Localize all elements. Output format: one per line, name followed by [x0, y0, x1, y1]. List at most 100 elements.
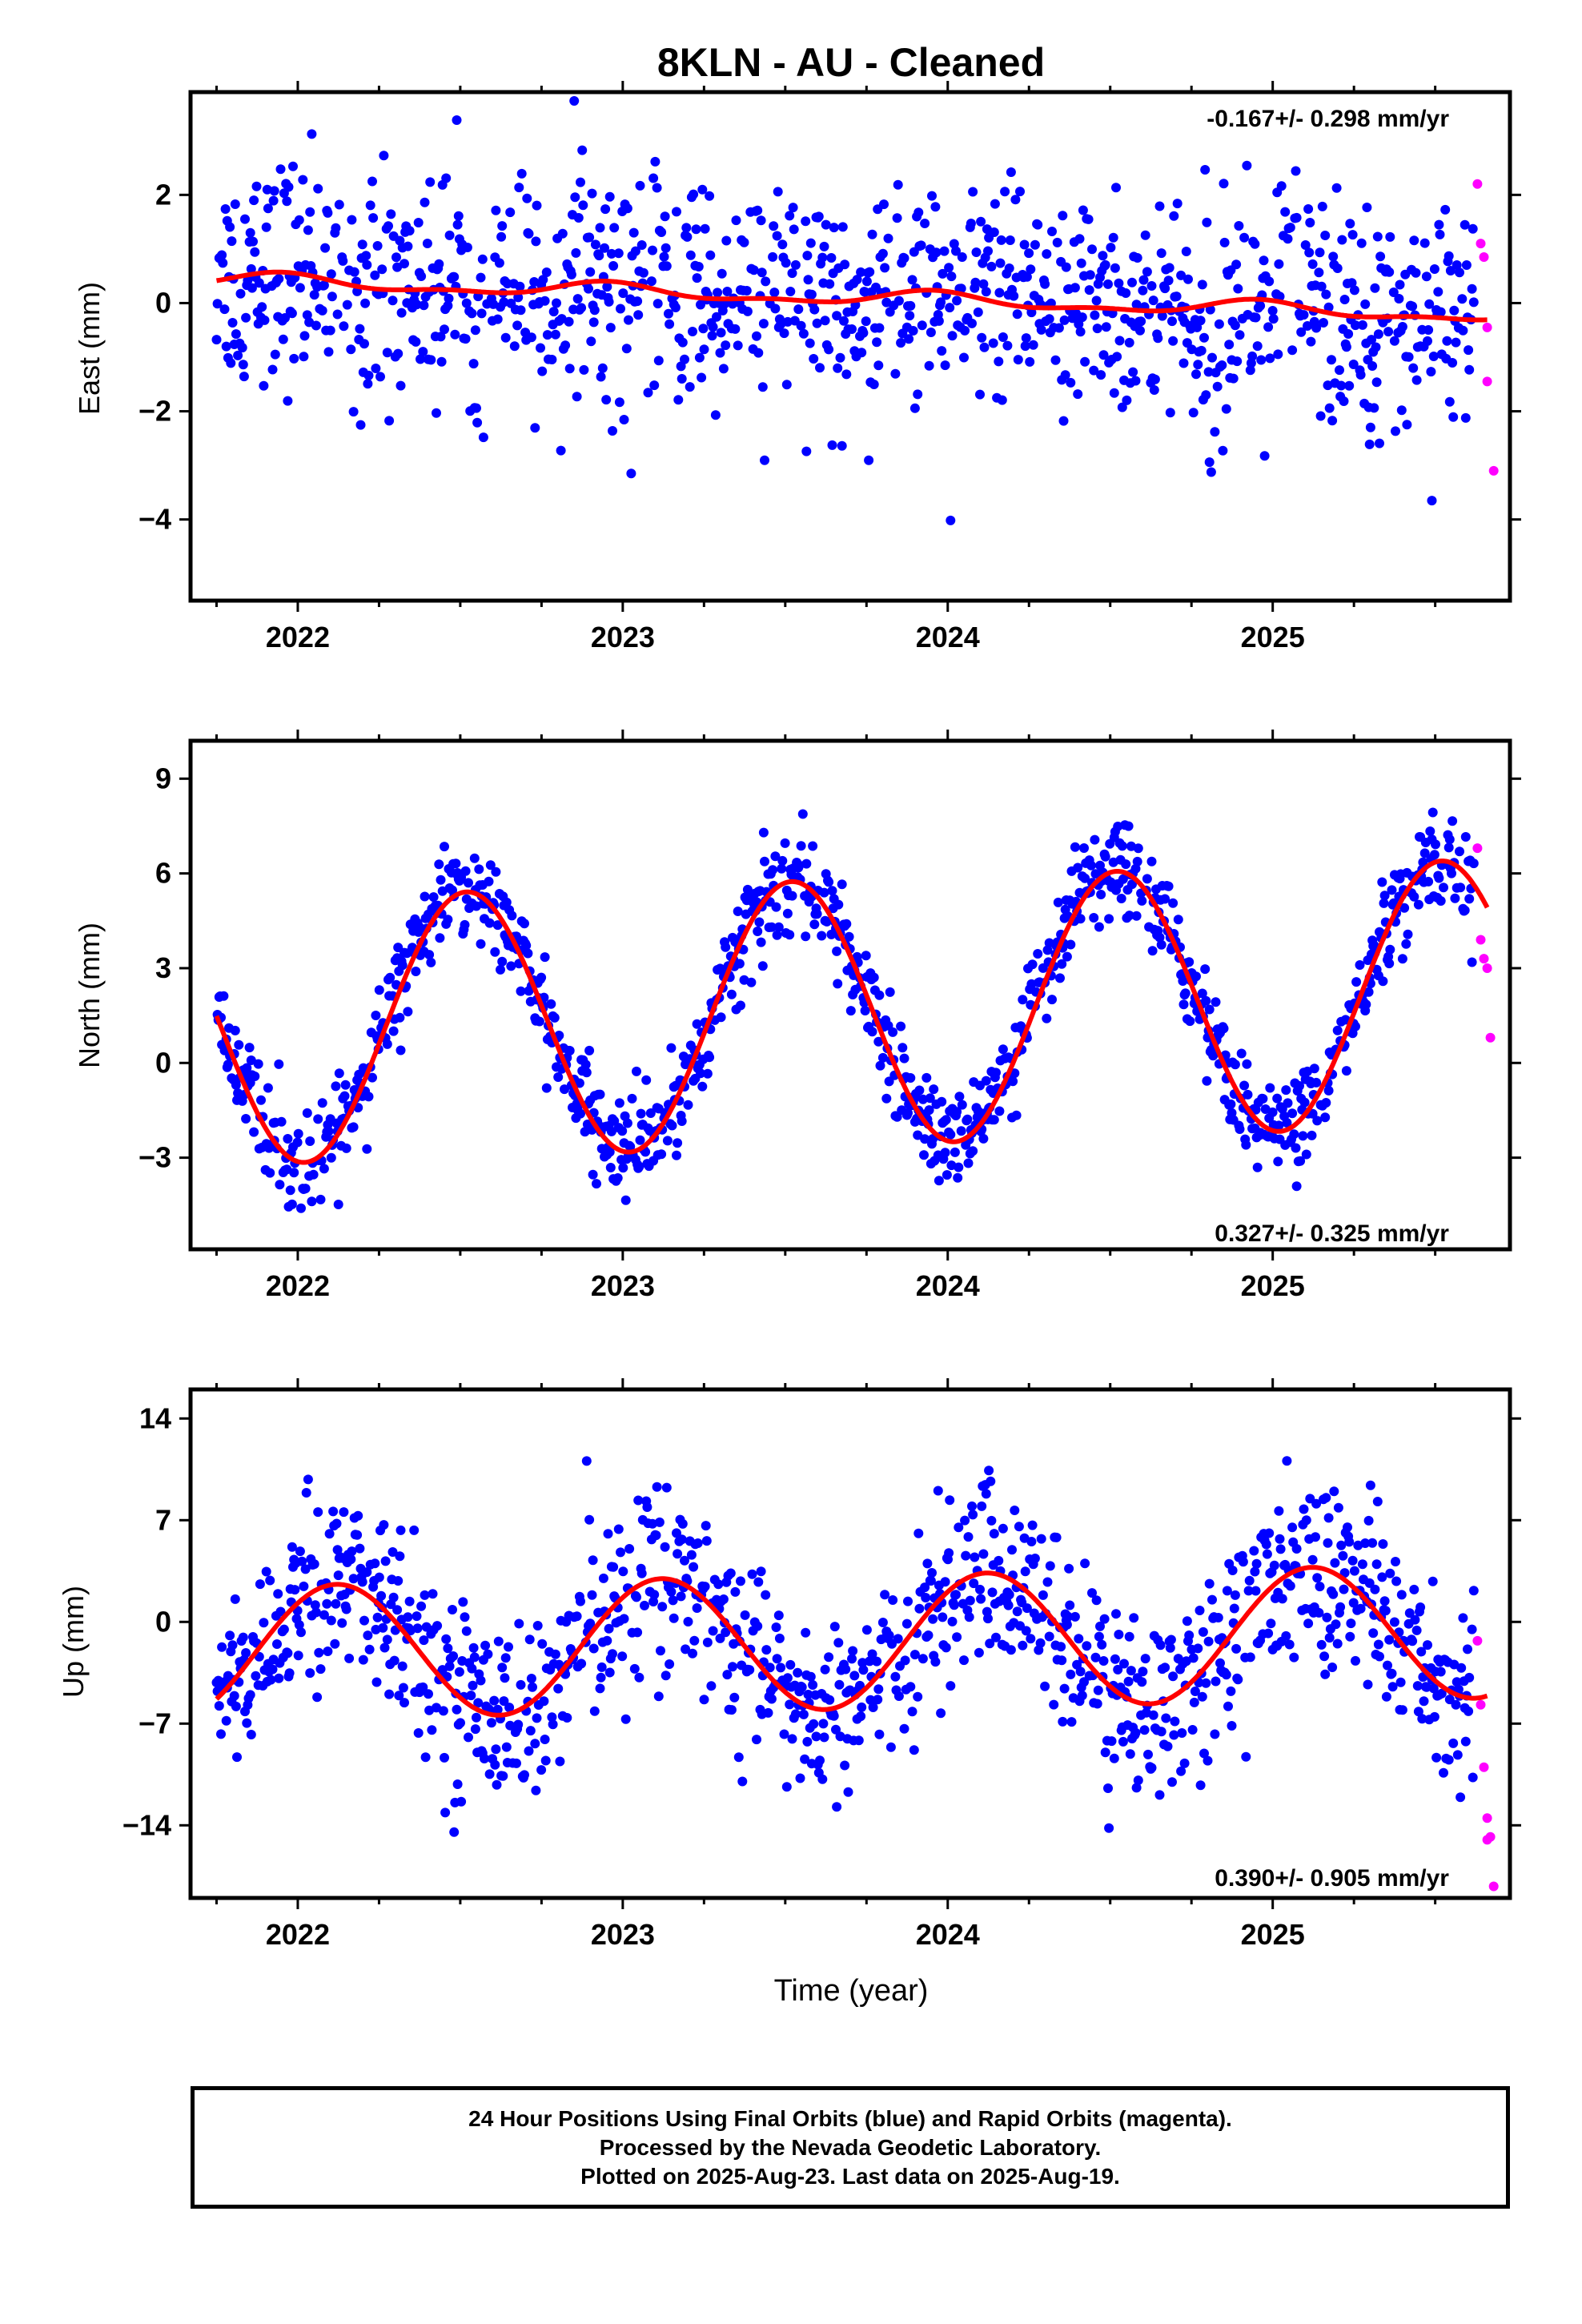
north-final-point — [845, 1006, 856, 1016]
north-final-point — [285, 1185, 295, 1196]
east-final-point — [1242, 160, 1252, 171]
north-final-point — [919, 1150, 929, 1160]
east-final-point — [1028, 340, 1038, 350]
east-final-point — [594, 251, 604, 261]
up-final-point — [947, 1616, 958, 1626]
up-final-point — [968, 1510, 978, 1520]
north-final-point — [287, 1199, 297, 1209]
east-final-point — [691, 224, 701, 235]
north-final-point — [1413, 899, 1423, 910]
up-final-point — [977, 1501, 987, 1511]
east-final-point — [1419, 238, 1430, 248]
up-final-point — [926, 1576, 936, 1586]
up-final-point — [940, 1577, 950, 1587]
up-final-point — [1059, 1683, 1070, 1694]
north-final-point — [683, 1100, 693, 1110]
north-final-point — [896, 1021, 906, 1031]
east-final-point — [966, 219, 976, 228]
north-final-point — [1178, 976, 1188, 986]
east-final-point — [569, 96, 580, 106]
north-final-point — [1287, 1108, 1298, 1119]
up-final-point — [384, 1689, 395, 1699]
north-final-point — [302, 1108, 312, 1118]
north-final-point — [715, 963, 725, 974]
east-final-point — [323, 207, 333, 218]
east-final-point — [951, 246, 961, 256]
up-final-point — [1027, 1520, 1038, 1530]
north-final-point — [873, 1036, 884, 1047]
up-final-point — [938, 1612, 948, 1622]
up-final-point — [598, 1573, 608, 1583]
east-final-point — [880, 263, 890, 273]
east-final-point — [239, 372, 249, 382]
up-final-point — [1203, 1636, 1214, 1647]
north-final-point — [1118, 874, 1128, 884]
east-final-point — [819, 241, 829, 251]
east-final-point — [422, 239, 432, 248]
north-final-point — [1173, 915, 1183, 925]
north-final-point — [1200, 964, 1211, 975]
up-final-point — [440, 1752, 449, 1763]
up-final-point — [1241, 1751, 1251, 1762]
up-final-point — [1379, 1596, 1390, 1606]
east-final-point — [688, 327, 697, 336]
east-final-point — [979, 342, 990, 352]
up-final-point — [1014, 1522, 1024, 1532]
up-final-point — [629, 1663, 640, 1674]
up-final-point — [640, 1600, 649, 1610]
east-final-point — [396, 308, 407, 318]
east-final-point — [386, 209, 396, 219]
up-final-point — [300, 1564, 311, 1574]
east-final-point — [468, 359, 479, 369]
east-final-point — [564, 316, 574, 327]
east-final-point — [363, 370, 374, 380]
up-final-point — [702, 1637, 713, 1647]
north-final-point — [942, 1170, 952, 1180]
north-final-point — [339, 1091, 350, 1101]
east-final-point — [656, 227, 667, 237]
east-final-point — [946, 515, 956, 525]
up-final-point — [362, 1567, 372, 1578]
up-final-point — [404, 1596, 415, 1606]
east-final-point — [1160, 283, 1170, 294]
east-final-point — [1447, 358, 1458, 368]
up-final-point — [1103, 1783, 1113, 1793]
up-final-point — [403, 1612, 413, 1622]
east-final-point — [1369, 403, 1379, 413]
north-final-point — [1104, 914, 1114, 924]
east-final-point — [269, 186, 279, 196]
east-final-point — [571, 247, 581, 258]
east-final-point — [636, 240, 647, 250]
up-final-point — [412, 1623, 423, 1634]
up-final-point — [1322, 1612, 1332, 1622]
up-final-point — [1090, 1652, 1101, 1663]
up-final-point — [1311, 1498, 1322, 1509]
north-final-point — [231, 1080, 241, 1090]
east-final-point — [1010, 195, 1021, 205]
up-final-point — [654, 1517, 665, 1527]
up-final-point — [1330, 1558, 1340, 1568]
east-final-point — [227, 236, 237, 247]
north-final-point — [534, 1016, 544, 1027]
north-final-point — [627, 1093, 637, 1104]
up-final-point — [1227, 1566, 1238, 1575]
up-final-point — [297, 1556, 307, 1566]
up-final-point — [873, 1695, 883, 1705]
east-final-point — [858, 328, 869, 338]
up-final-point — [311, 1607, 321, 1618]
up-final-point — [1042, 1577, 1053, 1587]
east-final-point — [1444, 396, 1455, 407]
up-final-point — [438, 1706, 448, 1716]
east-final-point — [721, 235, 732, 246]
north-final-point — [1018, 995, 1028, 1005]
east-final-point — [1092, 324, 1102, 334]
up-final-point — [374, 1572, 384, 1582]
east-final-point — [680, 354, 689, 364]
east-model-line — [215, 269, 1488, 323]
north-final-point — [1180, 988, 1191, 999]
up-final-point — [1213, 1613, 1223, 1622]
north-final-point — [1211, 997, 1221, 1007]
north-final-point — [917, 1094, 928, 1104]
up-final-point — [1373, 1639, 1383, 1650]
east-final-point — [361, 251, 371, 261]
